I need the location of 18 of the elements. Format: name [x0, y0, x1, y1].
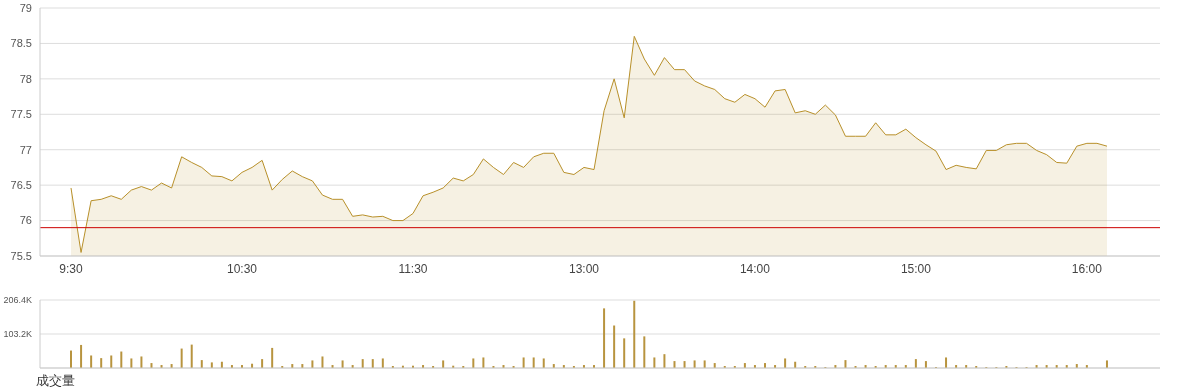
x-tick-label: 13:00	[568, 261, 600, 276]
x-tick-label: 15:00	[900, 261, 932, 276]
x-tick-label: 10:30	[226, 261, 258, 276]
text: 成交量	[36, 372, 76, 390]
y-tick-label: 77.5	[10, 108, 32, 121]
x-tick-label: 16:00	[1071, 261, 1103, 276]
y-tick-label: 75.5	[10, 249, 32, 262]
y-tick-label: 77	[19, 143, 32, 156]
x-tick-label: 9:30	[59, 261, 83, 276]
x-tick-label: 14:00	[739, 261, 771, 276]
y-tick-label: 78.5	[10, 37, 32, 50]
x-tick-label: 11:30	[398, 261, 428, 276]
y-tick-label: 76	[19, 214, 32, 227]
y-tick-label: 79	[19, 1, 32, 14]
y-tick-label: 206.4K	[3, 295, 32, 306]
y-tick-label: 78	[19, 72, 32, 85]
y-tick-label: 76.5	[10, 179, 32, 192]
y-tick-label: 103.2K	[3, 329, 32, 340]
